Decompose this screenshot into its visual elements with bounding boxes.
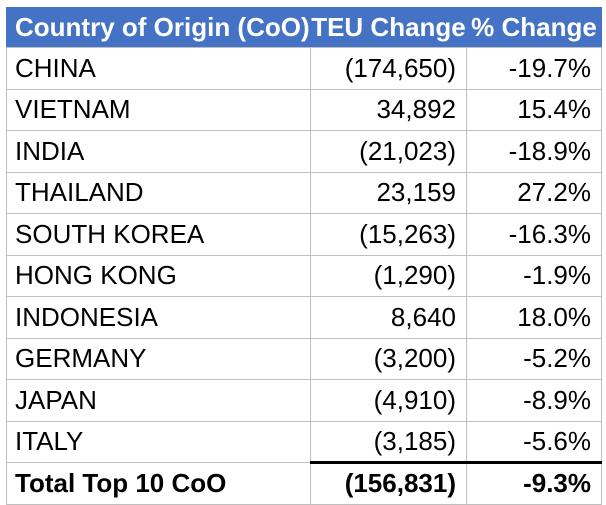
table-body: CHINA (174,650) -19.7% VIETNAM 34,892 15… xyxy=(6,47,602,463)
table-row: GERMANY (3,200) -5.2% xyxy=(6,337,602,380)
pct-change-cell: -16.3% xyxy=(466,213,602,256)
table-row: CHINA (174,650) -19.7% xyxy=(6,47,602,90)
coo-change-table: Country of Origin (CoO) TEU Change % Cha… xyxy=(6,7,602,505)
table-row: ITALY (3,185) -5.6% xyxy=(6,420,602,463)
country-cell: CHINA xyxy=(6,47,311,90)
pct-change-cell: -8.9% xyxy=(466,379,602,422)
table-row: HONG KONG (1,290) -1.9% xyxy=(6,254,602,297)
total-pct-change-cell: -9.3% xyxy=(466,461,602,505)
table-row: VIETNAM 34,892 15.4% xyxy=(6,88,602,131)
col-header-pct-change: % Change xyxy=(466,7,602,48)
country-cell: INDONESIA xyxy=(6,296,311,339)
teu-change-cell: (3,200) xyxy=(310,337,467,380)
teu-change-cell: (174,650) xyxy=(310,47,467,90)
pct-change-cell: -18.9% xyxy=(466,130,602,173)
pct-change-cell: -1.9% xyxy=(466,254,602,297)
country-cell: SOUTH KOREA xyxy=(6,213,311,256)
coo-change-table-container: Country of Origin (CoO) TEU Change % Cha… xyxy=(6,7,602,505)
table-header: Country of Origin (CoO) TEU Change % Cha… xyxy=(6,7,602,48)
header-row: Country of Origin (CoO) TEU Change % Cha… xyxy=(6,7,602,48)
pct-change-cell: 15.4% xyxy=(466,88,602,131)
total-label-cell: Total Top 10 CoO xyxy=(6,462,311,505)
country-cell: INDIA xyxy=(6,130,311,173)
pct-change-cell: 27.2% xyxy=(466,171,602,214)
country-cell: VIETNAM xyxy=(6,88,311,131)
table-row: INDONESIA 8,640 18.0% xyxy=(6,296,602,339)
teu-change-cell: (15,263) xyxy=(310,213,467,256)
table-row: INDIA (21,023) -18.9% xyxy=(6,130,602,173)
pct-change-cell: -19.7% xyxy=(466,47,602,90)
pct-change-cell: -5.2% xyxy=(466,337,602,380)
teu-change-cell: (1,290) xyxy=(310,254,467,297)
col-header-teu-change: TEU Change xyxy=(310,7,467,48)
country-cell: GERMANY xyxy=(6,337,311,380)
table-row: JAPAN (4,910) -8.9% xyxy=(6,379,602,422)
pct-change-cell: -5.6% xyxy=(466,420,602,463)
teu-change-cell: (4,910) xyxy=(310,379,467,422)
table-footer: Total Top 10 CoO (156,831) -9.3% xyxy=(6,461,602,505)
table-row: SOUTH KOREA (15,263) -16.3% xyxy=(6,213,602,256)
teu-change-cell: 8,640 xyxy=(310,296,467,339)
teu-change-cell: (21,023) xyxy=(310,130,467,173)
col-header-country-of-origin: Country of Origin (CoO) xyxy=(6,7,311,48)
pct-change-cell: 18.0% xyxy=(466,296,602,339)
country-cell: JAPAN xyxy=(6,379,311,422)
country-cell: ITALY xyxy=(6,420,311,463)
total-teu-change-cell: (156,831) xyxy=(310,461,467,505)
teu-change-cell: 34,892 xyxy=(310,88,467,131)
table-row: THAILAND 23,159 27.2% xyxy=(6,171,602,214)
country-cell: HONG KONG xyxy=(6,254,311,297)
country-cell: THAILAND xyxy=(6,171,311,214)
teu-change-cell: 23,159 xyxy=(310,171,467,214)
total-row: Total Top 10 CoO (156,831) -9.3% xyxy=(6,461,602,505)
teu-change-cell: (3,185) xyxy=(310,420,467,463)
